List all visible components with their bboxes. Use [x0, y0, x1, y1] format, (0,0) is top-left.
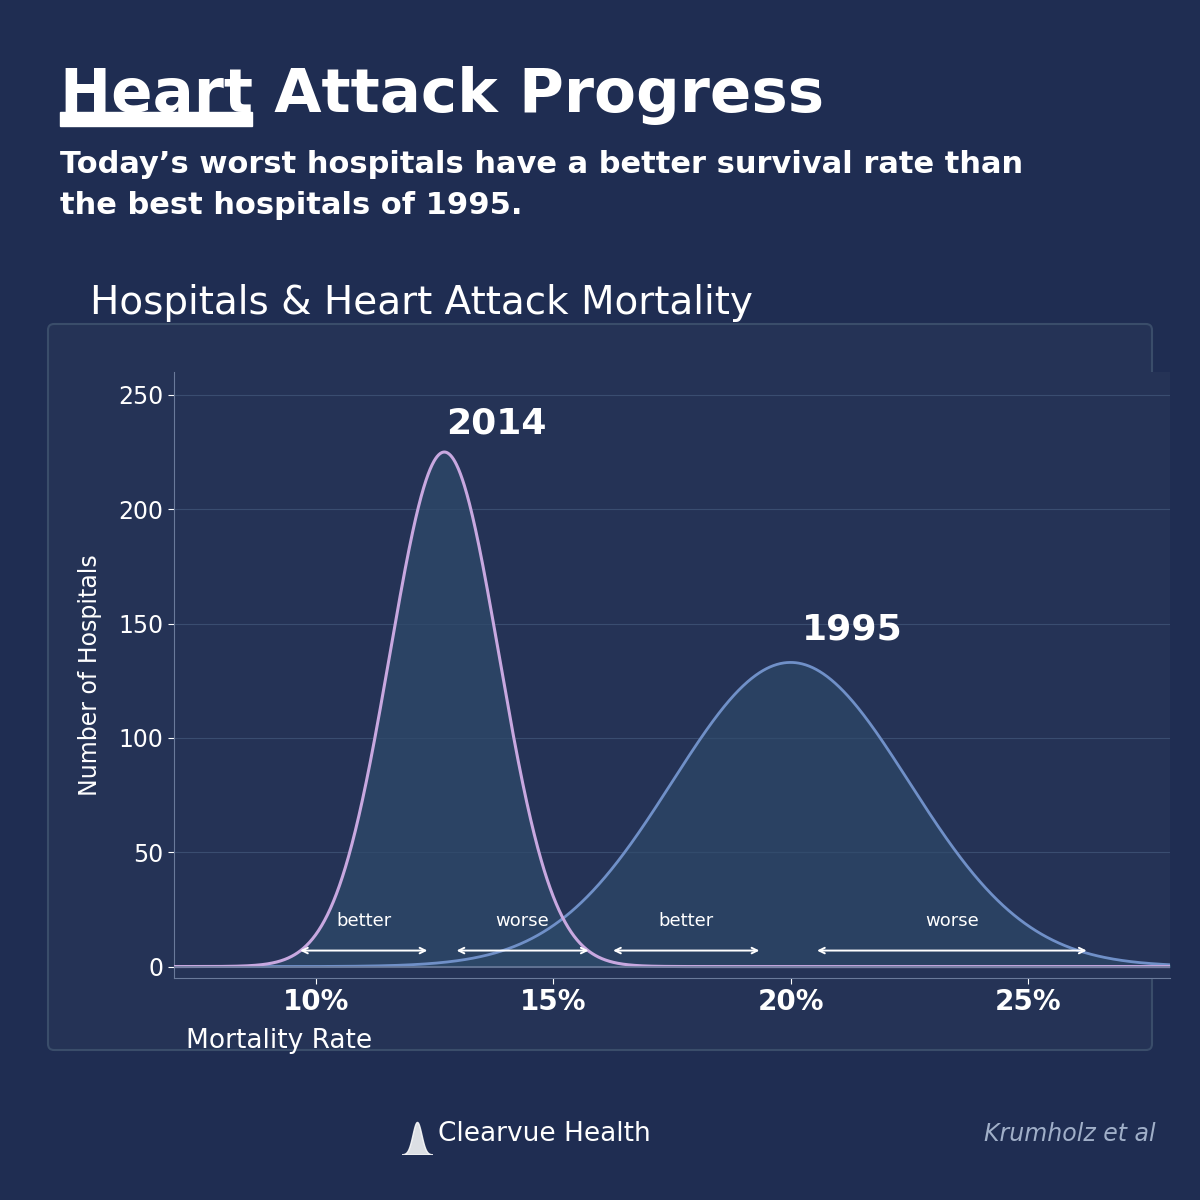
Text: worse: worse — [925, 912, 979, 930]
Text: Krumholz et al: Krumholz et al — [984, 1122, 1156, 1146]
Text: better: better — [336, 912, 391, 930]
Text: 2014: 2014 — [446, 407, 547, 440]
Text: Mortality Rate: Mortality Rate — [186, 1028, 372, 1055]
Y-axis label: Number of Hospitals: Number of Hospitals — [78, 554, 102, 796]
Text: 1995: 1995 — [802, 612, 902, 647]
Text: Hospitals & Heart Attack Mortality: Hospitals & Heart Attack Mortality — [90, 283, 752, 322]
Text: better: better — [659, 912, 714, 930]
Text: worse: worse — [496, 912, 550, 930]
Text: Today’s worst hospitals have a better survival rate than
the best hospitals of 1: Today’s worst hospitals have a better su… — [60, 150, 1024, 220]
Text: Heart Attack Progress: Heart Attack Progress — [60, 66, 824, 125]
Text: Clearvue Health: Clearvue Health — [438, 1121, 650, 1147]
